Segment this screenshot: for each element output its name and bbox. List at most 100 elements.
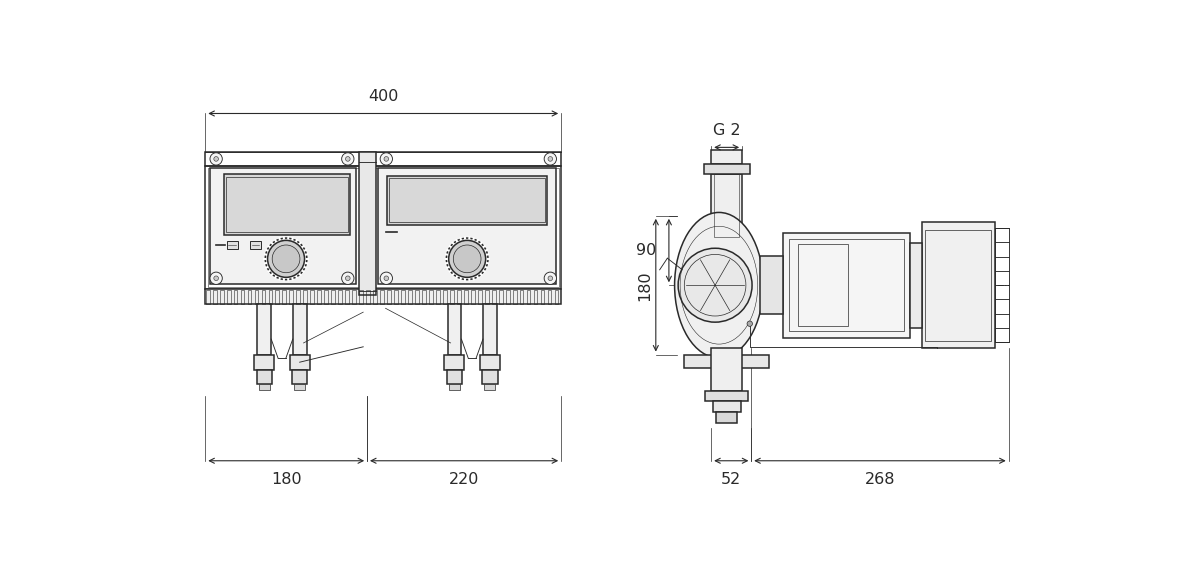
Bar [205,166,562,289]
Bar [205,152,562,166]
Bar [208,168,559,287]
Bar [712,173,742,237]
Circle shape [268,240,305,277]
Bar [359,290,364,304]
Circle shape [380,153,392,165]
Bar [366,290,370,304]
Bar [210,168,356,284]
Bar [684,354,769,368]
Circle shape [544,272,557,284]
Circle shape [454,245,481,273]
Bar [254,290,258,304]
Circle shape [346,276,350,281]
Bar [505,290,510,304]
Circle shape [544,153,557,165]
Bar [262,290,265,304]
Circle shape [214,157,218,161]
Bar [520,290,523,304]
Bar [269,290,272,304]
Bar [227,290,230,304]
Bar [282,290,287,304]
Bar [760,256,784,314]
Circle shape [210,153,222,165]
Bar [527,290,530,304]
Bar [257,304,271,354]
Bar [359,152,376,295]
Bar [446,370,462,384]
Bar [293,304,307,354]
Text: 180: 180 [637,270,653,300]
Bar [388,290,391,304]
Bar [482,304,497,354]
Bar [995,228,1009,342]
Bar [296,290,300,304]
Bar [534,290,538,304]
Text: 52: 52 [721,472,742,487]
Bar [485,290,488,304]
Bar [512,290,516,304]
Bar [401,290,404,304]
Circle shape [384,276,389,281]
Bar [378,168,557,284]
Bar [784,233,910,338]
Bar [338,290,342,304]
Bar [470,290,475,304]
Bar [292,370,307,384]
Circle shape [548,157,553,161]
Bar [294,384,305,390]
Bar [547,290,551,304]
Bar [554,290,558,304]
Bar [428,290,433,304]
Bar [311,290,314,304]
Ellipse shape [674,212,763,358]
Text: G 2: G 2 [713,123,740,138]
Bar [247,290,252,304]
Circle shape [446,238,488,280]
Bar [227,241,238,249]
Text: 220: 220 [449,472,479,487]
Bar [373,290,377,304]
Bar [706,391,749,401]
Circle shape [678,248,752,322]
Text: 400: 400 [368,89,398,104]
Bar [910,243,922,328]
Bar [540,290,545,304]
Bar [712,349,742,391]
Bar [464,290,468,304]
Bar [436,290,439,304]
Bar [254,354,275,370]
Bar [234,290,238,304]
Bar [250,241,260,249]
Bar [716,412,738,423]
Bar [346,290,349,304]
Bar [712,150,742,164]
Bar [259,384,270,390]
Circle shape [548,276,553,281]
Circle shape [272,245,300,273]
Circle shape [342,153,354,165]
Bar [289,354,310,370]
Bar [485,384,496,390]
Bar [289,290,293,304]
Bar [353,290,356,304]
Bar [925,230,991,340]
Bar [499,290,503,304]
Bar [713,401,740,412]
Bar [492,290,496,304]
Bar [450,290,454,304]
Bar [448,304,461,354]
Circle shape [380,272,392,284]
Circle shape [210,272,222,284]
Circle shape [265,238,307,280]
Bar [422,290,426,304]
Circle shape [449,240,486,277]
Bar [324,290,328,304]
Bar [212,290,216,304]
Bar [241,290,245,304]
Bar [798,244,848,326]
Circle shape [342,272,354,284]
Bar [478,290,481,304]
Circle shape [214,276,218,281]
Bar [276,290,280,304]
Circle shape [748,321,752,327]
